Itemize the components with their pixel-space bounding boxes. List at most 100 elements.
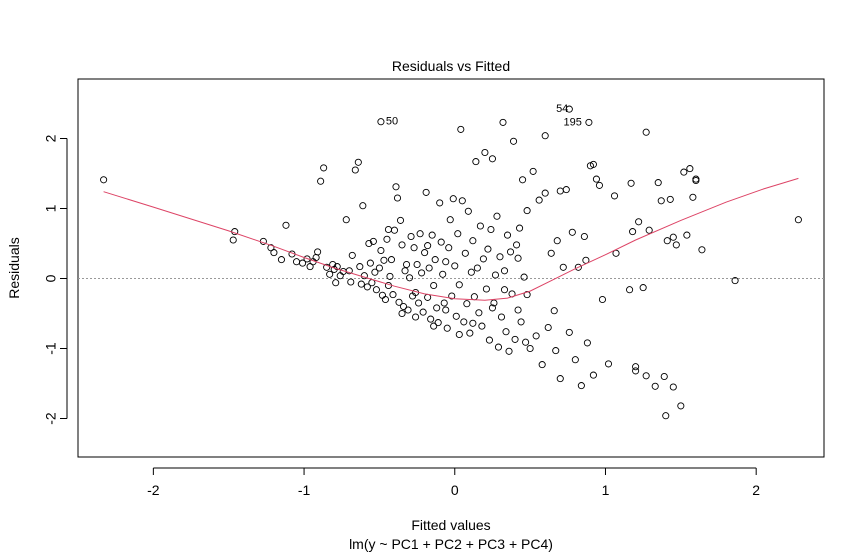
data-point (424, 242, 432, 250)
data-point (418, 269, 426, 277)
data-point (351, 166, 359, 174)
data-point (332, 279, 340, 287)
data-point (446, 216, 454, 224)
data-point (443, 324, 451, 332)
data-point (794, 216, 802, 224)
data-point (437, 238, 445, 246)
data-point (565, 105, 573, 113)
data-point (303, 255, 311, 263)
plot-frame (77, 78, 825, 458)
data-point (503, 231, 512, 239)
data-point (559, 263, 567, 271)
data-point (632, 363, 640, 371)
point-label: 50 (386, 116, 398, 128)
data-point (377, 246, 385, 255)
x-tick-label: 0 (451, 482, 459, 498)
data-point (398, 309, 406, 318)
axes: -2 -1 0 1 2 -2 -1 0 1 2 (43, 134, 761, 498)
data-point (412, 313, 420, 321)
data-point (553, 237, 561, 245)
data-point (513, 241, 521, 249)
data-point (336, 272, 344, 280)
data-point (556, 375, 564, 383)
data-point (386, 272, 394, 280)
data-point (372, 286, 380, 294)
data-point (387, 256, 396, 264)
data-point (430, 281, 438, 290)
data-point (425, 264, 433, 272)
data-point (522, 338, 530, 346)
data-point (473, 264, 481, 272)
data-point (689, 193, 697, 201)
data-point (342, 216, 350, 224)
data-point (460, 318, 468, 326)
data-point (604, 360, 613, 368)
data-point (413, 260, 421, 269)
data-point (580, 232, 588, 241)
x-axis-label: Fitted values (411, 517, 490, 533)
x-axis-subtitle: lm(y ~ PC1 + PC2 + PC3 + PC4) (349, 536, 553, 552)
data-point (406, 274, 414, 282)
data-point (547, 249, 555, 257)
data-point (535, 196, 543, 204)
data-point (100, 176, 108, 184)
data-point (475, 309, 483, 317)
data-point (401, 267, 409, 275)
data-point (502, 328, 510, 336)
data-point (277, 256, 286, 264)
data-point (568, 228, 576, 236)
x-tick-label: 2 (752, 482, 760, 498)
data-point (390, 226, 399, 234)
chart-title: Residuals vs Fitted (392, 58, 510, 74)
data-point (552, 347, 560, 355)
data-point (449, 195, 457, 203)
data-point (500, 286, 509, 294)
data-point (488, 155, 496, 163)
data-point (487, 225, 495, 234)
data-point (363, 283, 371, 291)
data-point (440, 299, 448, 307)
data-point (383, 235, 391, 243)
data-point (323, 263, 331, 271)
data-point (454, 230, 462, 238)
data-point (410, 244, 418, 252)
data-point (496, 253, 504, 261)
data-point (505, 347, 513, 355)
data-point (500, 267, 509, 275)
data-point (396, 216, 405, 224)
data-point (523, 207, 531, 215)
data-point (556, 187, 564, 195)
data-point (464, 207, 472, 215)
data-point (666, 195, 674, 203)
data-point (532, 332, 540, 340)
data-point (455, 281, 463, 289)
data-point (436, 199, 444, 207)
point-label: 54 (556, 103, 568, 115)
data-point (389, 291, 397, 299)
data-point (635, 218, 643, 226)
data-point (356, 263, 364, 271)
data-point (494, 343, 503, 351)
y-axis-label: Residuals (6, 237, 22, 298)
data-point (282, 221, 290, 229)
data-point (299, 259, 307, 267)
data-point (642, 128, 650, 136)
data-point (645, 226, 653, 234)
data-point (610, 192, 619, 200)
data-point (632, 367, 640, 375)
data-point (422, 188, 430, 196)
data-point (442, 306, 450, 314)
data-point (469, 319, 477, 327)
data-point (493, 212, 501, 220)
data-point (519, 176, 527, 184)
data-point (589, 160, 597, 168)
data-point (229, 236, 237, 244)
data-point (431, 256, 439, 264)
smoother-line (103, 177, 799, 301)
data-point (654, 179, 662, 187)
data-point (470, 293, 478, 301)
data-point (485, 336, 493, 344)
data-point (514, 254, 522, 262)
data-point (419, 308, 427, 316)
data-point (469, 237, 477, 245)
